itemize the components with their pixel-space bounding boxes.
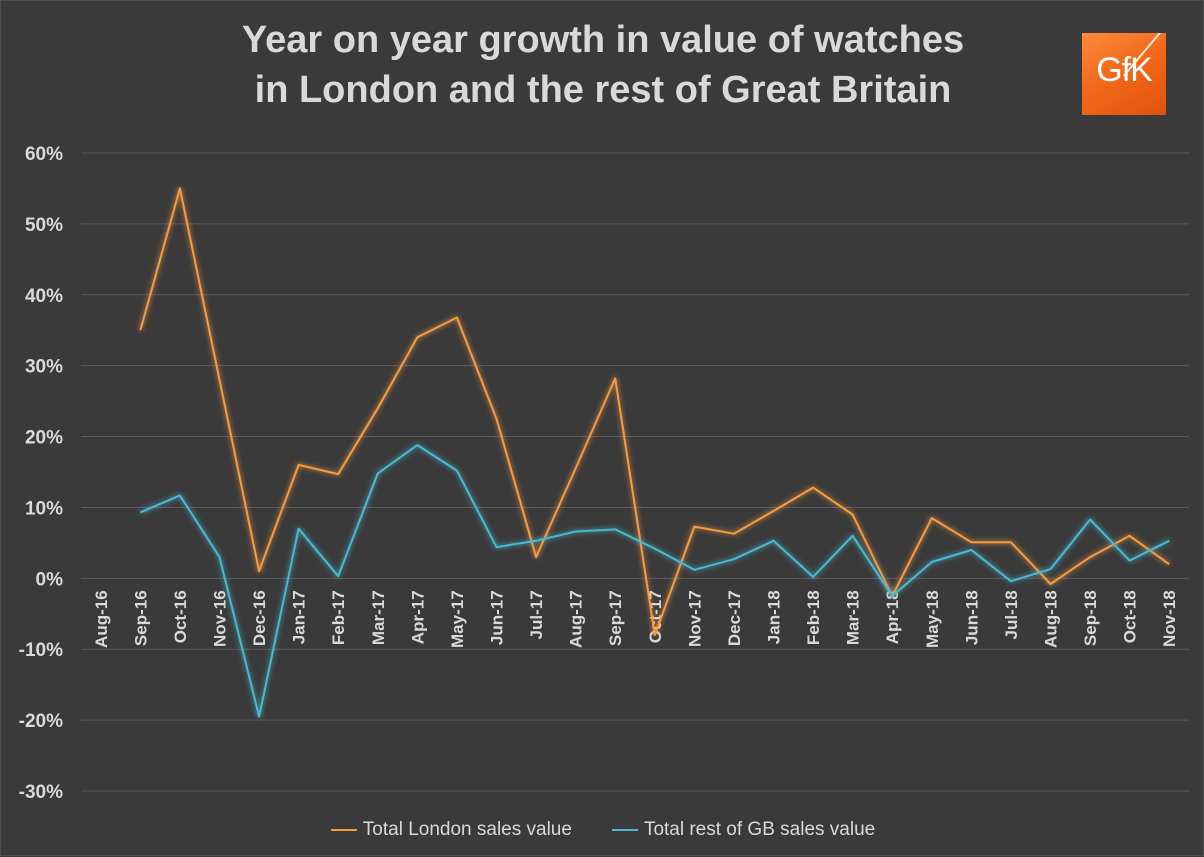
y-tick-label-4: 10% <box>25 498 63 519</box>
x-tick-label-16: Dec-17 <box>725 590 744 646</box>
legend-label-london: Total London sales value <box>363 819 572 841</box>
x-tick-label-15: Nov-17 <box>685 590 704 647</box>
x-tick-label-4: Dec-16 <box>250 590 269 646</box>
legend-label-rest-of-gb: Total rest of GB sales value <box>644 819 875 841</box>
legend-swatch-rest-of-gb <box>612 829 638 831</box>
x-tick-label-21: May-18 <box>923 590 942 648</box>
legend-swatch-london <box>331 829 357 831</box>
y-tick-label-7: 40% <box>25 286 63 307</box>
x-tick-label-6: Feb-17 <box>329 590 348 645</box>
x-tick-label-23: Jul-18 <box>1002 590 1021 639</box>
x-tick-label-9: May-17 <box>448 590 467 648</box>
x-tick-label-25: Sep-18 <box>1081 590 1100 646</box>
x-tick-label-10: Jun-17 <box>488 590 507 645</box>
x-tick-label-7: Mar-17 <box>369 590 388 645</box>
grid-lines <box>81 153 1189 791</box>
x-tick-label-17: Jan-18 <box>765 590 784 644</box>
x-tick-label-27: Nov-18 <box>1160 590 1179 647</box>
y-tick-label-8: 50% <box>25 215 63 236</box>
y-axis-ticks: -30% -20% -10% 0% 10% 20% 30% 40% 50% 60% <box>19 144 63 803</box>
x-tick-label-13: Sep-17 <box>606 590 625 646</box>
y-tick-label-6: 30% <box>25 357 63 378</box>
x-tick-label-19: Mar-18 <box>844 590 863 645</box>
x-tick-label-18: Feb-18 <box>804 590 823 645</box>
x-tick-label-8: Apr-17 <box>408 590 427 644</box>
x-tick-label-22: Jun-18 <box>962 590 981 645</box>
x-tick-label-1: Sep-16 <box>131 590 150 646</box>
series-line-1 <box>140 445 1169 716</box>
legend-entry-rest-of-gb: Total rest of GB sales value <box>612 819 875 841</box>
y-tick-label-1: -20% <box>19 711 63 732</box>
x-tick-label-2: Oct-16 <box>171 590 190 643</box>
x-tick-label-24: Aug-18 <box>1042 590 1061 648</box>
y-tick-label-0: -30% <box>19 782 63 803</box>
x-tick-label-20: Apr-18 <box>883 590 902 644</box>
y-tick-label-3: 0% <box>36 569 64 590</box>
y-tick-label-5: 20% <box>25 428 63 449</box>
y-tick-label-2: -10% <box>19 640 63 661</box>
legend-entry-london: Total London sales value <box>331 819 572 841</box>
x-axis-ticks: Aug-16 Sep-16 Oct-16 Nov-16 Dec-16 Jan-17 Feb-… <box>92 590 1179 648</box>
x-tick-label-26: Oct-18 <box>1121 590 1140 643</box>
series-line-0 <box>140 188 1169 635</box>
x-tick-label-5: Jan-17 <box>290 590 309 644</box>
x-tick-label-3: Nov-16 <box>211 590 230 647</box>
x-tick-label-11: Jul-17 <box>527 590 546 639</box>
x-tick-label-12: Aug-17 <box>567 590 586 648</box>
y-tick-label-9: 60% <box>25 144 63 165</box>
x-tick-label-0: Aug-16 <box>92 590 111 648</box>
legend: Total London sales value Total rest of G… <box>1 819 1204 841</box>
